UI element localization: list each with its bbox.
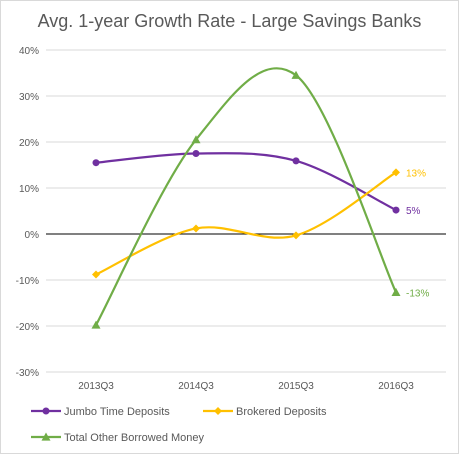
data-point-brokered-deposits — [392, 168, 400, 177]
series-line-total-other-borrowed-money — [95, 67, 397, 326]
data-label-brokered-deposits: 13% — [406, 168, 426, 179]
data-label-jumbo-time-deposits: 5% — [406, 206, 421, 217]
data-point-jumbo-time-deposits — [92, 159, 100, 167]
plot-area — [91, 67, 401, 329]
legend: Jumbo Time Deposits Brokered Deposits Tota… — [31, 406, 327, 444]
y-tick-label: 40% — [19, 46, 39, 57]
legend-marker — [214, 407, 222, 415]
y-tick-label: -20% — [16, 322, 39, 333]
series-line-jumbo-time-deposits — [95, 152, 397, 212]
legend-marker — [41, 432, 51, 441]
y-tick-label: -10% — [16, 276, 39, 287]
data-labels: 5% 13% -13% — [406, 168, 429, 299]
data-point-total-other-borrowed-money — [391, 287, 401, 297]
data-point-jumbo-time-deposits — [292, 157, 300, 165]
series-line-brokered-deposits — [95, 171, 397, 276]
x-tick-label: 2016Q3 — [378, 381, 414, 392]
legend-label: Jumbo Time Deposits — [64, 406, 170, 418]
data-point-total-other-borrowed-money — [191, 135, 201, 144]
data-point-brokered-deposits — [292, 231, 300, 240]
legend-label: Brokered Deposits — [236, 406, 327, 418]
data-label-total-other-borrowed-money: -13% — [406, 288, 429, 299]
x-tick-label: 2014Q3 — [178, 381, 214, 392]
data-point-brokered-deposits — [192, 224, 200, 233]
y-tick-label: 20% — [19, 138, 39, 149]
x-tick-label: 2015Q3 — [278, 381, 314, 392]
y-tick-label: 30% — [19, 92, 39, 103]
legend-entry-total-other-borrowed-money: Total Other Borrowed Money — [31, 432, 205, 444]
data-point-total-other-borrowed-money — [291, 70, 301, 79]
legend-marker — [42, 407, 50, 415]
x-tick-label: 2013Q3 — [78, 381, 114, 392]
y-tick-label: -30% — [16, 368, 39, 379]
chart-title: Avg. 1-year Growth Rate - Large Savings … — [37, 11, 422, 31]
data-point-total-other-borrowed-money — [91, 320, 101, 329]
y-tick-label: 10% — [19, 184, 39, 195]
y-tick-label: 0% — [25, 230, 40, 241]
legend-entry-jumbo-time-deposits: Jumbo Time Deposits — [31, 406, 170, 418]
gridlines — [46, 49, 446, 373]
legend-entry-brokered-deposits: Brokered Deposits — [203, 406, 327, 418]
data-point-jumbo-time-deposits — [392, 206, 400, 214]
data-point-jumbo-time-deposits — [192, 150, 200, 157]
legend-label: Total Other Borrowed Money — [64, 432, 205, 444]
data-point-brokered-deposits — [92, 270, 100, 279]
